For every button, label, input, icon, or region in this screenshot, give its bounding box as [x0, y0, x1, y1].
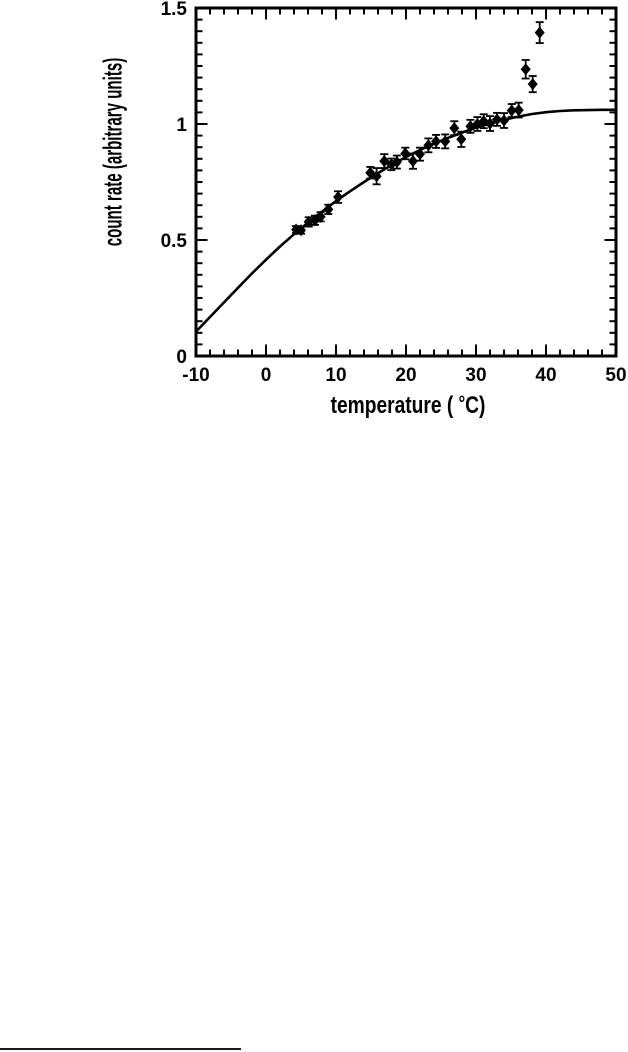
data-point-marker	[456, 133, 467, 146]
footnote-rule	[0, 1048, 241, 1050]
data-point-marker	[485, 117, 495, 130]
data-point-marker	[333, 191, 344, 204]
data-point-marker	[371, 170, 382, 183]
x-tick-label: 0	[261, 365, 272, 386]
x-tick-label: -10	[182, 365, 209, 386]
data-point-marker	[499, 114, 509, 127]
x-axis-title-unit: C)	[465, 392, 486, 419]
y-tick-label: 1	[176, 115, 187, 136]
x-axis-title-text: temperature (	[330, 392, 459, 419]
x-axis-title: temperature ( °C)	[331, 392, 486, 420]
data-point-marker	[527, 78, 538, 91]
x-tick-label: 30	[465, 365, 486, 386]
data-point-marker	[449, 122, 460, 135]
data-point-marker	[296, 224, 306, 237]
data-point-marker	[408, 155, 418, 168]
data-point-marker	[534, 26, 545, 39]
data-point-marker	[423, 139, 434, 152]
data-point-marker	[323, 203, 334, 216]
x-tick-label: 40	[535, 365, 556, 386]
data-point-marker	[513, 104, 524, 117]
data-point-marker	[391, 156, 402, 169]
x-tick-label: 50	[605, 365, 626, 386]
fit-curve-line	[195, 108, 616, 333]
y-tick-label: 0	[176, 347, 187, 368]
x-tick-label: 10	[325, 365, 346, 386]
data-point-marker	[440, 135, 451, 148]
y-axis-title: count rate (arbitrary units)	[97, 57, 128, 247]
degree-symbol: °	[458, 393, 466, 415]
data-point-marker	[415, 148, 425, 161]
plot-frame	[194, 6, 618, 358]
data-point-marker	[492, 113, 502, 126]
y-tick-label: 0.5	[161, 231, 188, 252]
x-tick-label: 20	[395, 365, 416, 386]
y-tick-label: 1.5	[161, 0, 188, 20]
data-point-marker	[315, 210, 326, 223]
data-point-marker	[506, 104, 517, 117]
data-point-marker	[431, 135, 442, 148]
data-point-marker	[520, 63, 531, 76]
data-point-marker	[465, 120, 476, 133]
data-point-marker	[400, 147, 411, 160]
